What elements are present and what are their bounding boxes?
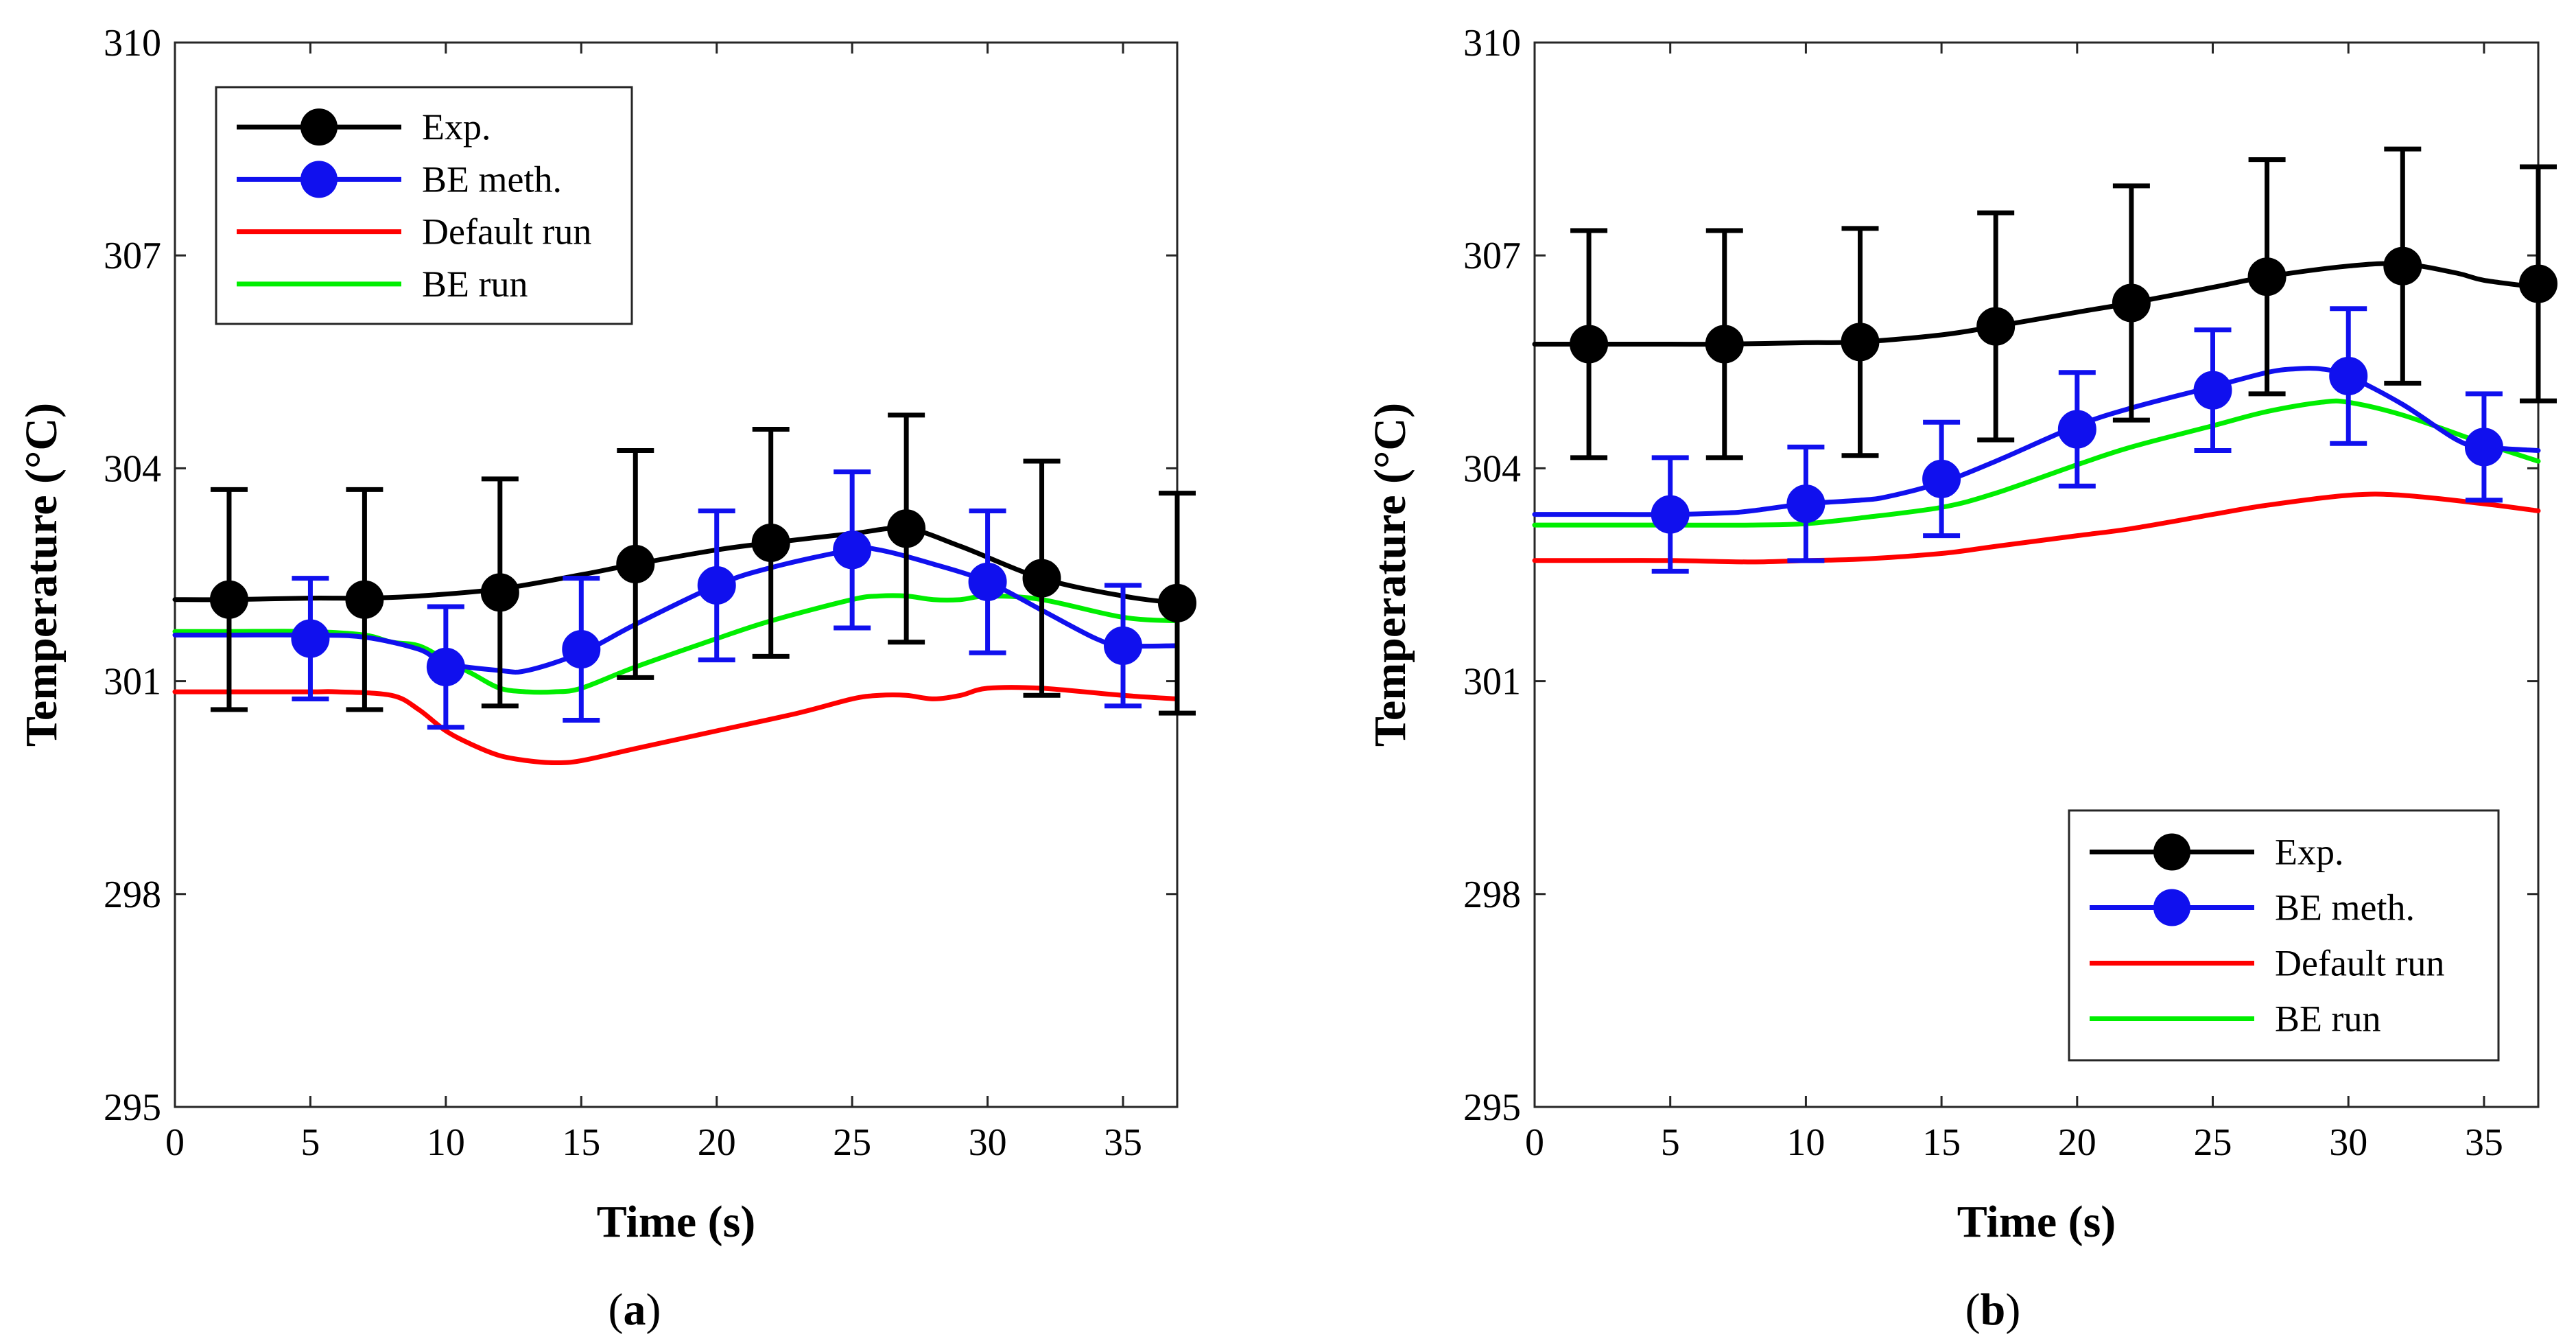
x-tick-label: 20 [698,1121,736,1164]
data-point [1022,559,1061,598]
data-point [751,523,790,562]
series-line-1 [172,545,1180,675]
legend-swatch-marker [2153,833,2190,871]
x-tick-label: 30 [969,1121,1007,1164]
y-axis-title: Temperature (°C) [1365,403,1415,747]
x-tick-label: 30 [2329,1121,2367,1164]
panel-label-letter: b [1981,1285,2006,1335]
x-tick-label: 0 [165,1121,185,1164]
x-tick-label: 35 [2465,1121,2503,1164]
legend-swatch-marker [2153,889,2190,926]
y-tick-label: 301 [1463,661,1521,703]
y-tick-label: 307 [104,235,161,277]
data-point [2519,264,2557,303]
data-point [1976,307,2016,346]
y-tick-label: 295 [104,1086,161,1129]
data-point [2057,410,2096,449]
legend-label: BE meth. [2275,887,2415,929]
x-tick-label: 25 [2194,1121,2232,1164]
y-tick-label: 310 [104,22,161,65]
x-tick-label: 10 [1786,1121,1825,1164]
panel-label: (b) [1965,1285,2021,1335]
data-point [209,580,248,619]
legend-label: BE run [422,264,528,305]
panel-a: 0 5 10 15 20 25 30 35 295 298 301 304 307 310 Time (s)… [16,22,1196,1335]
data-point [345,580,384,619]
x-tick-label: 15 [562,1121,600,1164]
data-point [480,573,519,612]
panel-label: (a) [608,1285,661,1335]
x-tick-label: 35 [1104,1121,1142,1164]
data-point [2464,428,2503,467]
y-tick-label: 298 [104,874,161,916]
x-tick-label: 20 [2058,1121,2096,1164]
panel-label-open: ( [608,1285,624,1335]
data-point [291,619,330,658]
x-axis-title: Time (s) [1957,1197,2116,1247]
data-point [968,562,1007,601]
x-tick-label: 5 [1661,1121,1680,1164]
x-tick-label: 10 [427,1121,465,1164]
data-point [2193,371,2232,410]
data-point [1786,484,1825,524]
y-tick-label: 295 [1463,1086,1521,1129]
legend-label: Exp. [2275,832,2344,873]
data-point [1651,495,1690,534]
data-point [616,544,655,583]
panel-label-close: ) [2005,1285,2020,1335]
y-tick-label: 307 [1463,235,1521,277]
data-point [562,630,601,669]
x-tick-label: 5 [300,1121,320,1164]
data-point [1104,626,1143,665]
y-tick-label: 298 [1463,874,1521,916]
x-tick-label: 25 [833,1121,871,1164]
x-tick-label: 0 [1525,1121,1544,1164]
legend-label: BE run [2275,999,2381,1040]
y-tick-label: 304 [104,447,161,490]
series-line-2 [172,685,1180,766]
data-point [833,530,872,570]
series-line-2 [1532,491,2541,565]
data-point [2112,283,2151,323]
data-point [697,566,736,605]
data-point [887,509,926,548]
legend-label: Default run [422,211,591,253]
data-point [2329,356,2368,395]
data-point [1922,459,1961,498]
panel-b: 0 5 10 15 20 25 30 35 295 298 301 304 307 310 Time (s)… [1365,22,2557,1335]
y-tick-label: 301 [104,661,161,703]
data-point [1570,325,1609,364]
panel-label-close: ) [646,1285,661,1335]
data-point [2383,246,2422,285]
y-axis-title: Temperature (°C) [16,403,67,747]
x-tick-label: 15 [1922,1121,1961,1164]
y-tick-label: 310 [1463,22,1521,65]
x-axis-title: Time (s) [597,1197,756,1247]
data-point [2247,257,2287,296]
series-line-0 [172,526,1180,606]
y-tick-label: 304 [1463,447,1521,490]
data-point [1158,583,1196,622]
data-point [426,647,465,686]
legend-label: BE meth. [422,159,562,200]
panel-label-open: ( [1965,1285,1981,1335]
data-point [1705,325,1744,364]
panel-label-letter: a [624,1285,646,1335]
legend-label: Exp. [422,106,491,148]
legend-label: Default run [2275,943,2444,984]
legend-swatch-marker [300,108,338,146]
legend-swatch-marker [300,161,338,198]
data-point [1841,323,1880,362]
